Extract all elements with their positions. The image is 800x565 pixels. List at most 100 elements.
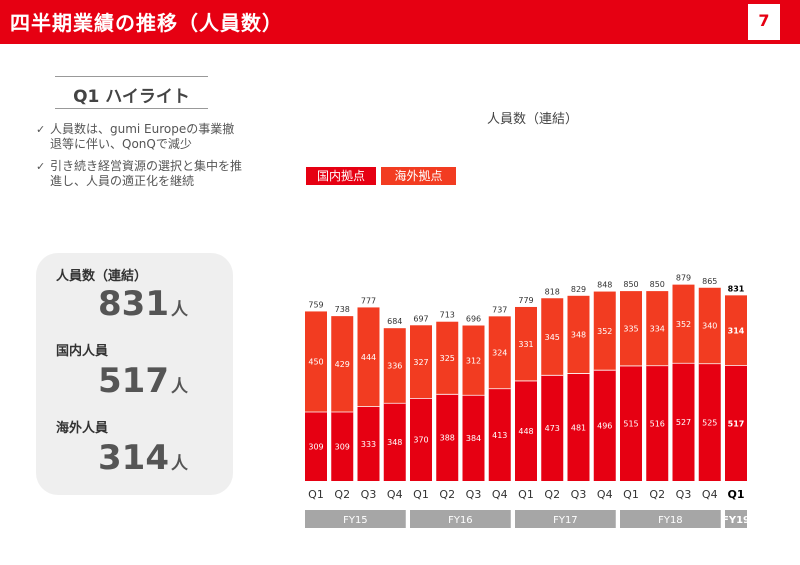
highlight-bullet: ✓ 引き続き経営資源の選択と集中を推進し、人員の適正化を継続 — [36, 159, 246, 189]
data-label-total: 850 — [650, 280, 665, 289]
bullet-text: 人員数は、gumi Europeの事業撤退等に伴い、QonQで減少 — [50, 122, 235, 151]
data-label-total: 829 — [571, 285, 586, 294]
x-tick-label: Q1 — [727, 488, 744, 501]
header-bar: 四半期業績の推移（人員数） 7 — [0, 0, 800, 44]
bar-overseas — [488, 316, 511, 389]
data-label-overseas: 324 — [492, 349, 507, 358]
legend-domestic: 国内拠点 — [306, 167, 376, 185]
checkmark-icon: ✓ — [36, 123, 46, 136]
data-label-domestic: 333 — [361, 440, 376, 449]
data-label-overseas: 348 — [571, 331, 586, 340]
x-tick-label: Q1 — [308, 488, 324, 501]
x-tick-label: Q3 — [571, 488, 587, 501]
bar-domestic — [357, 406, 380, 481]
data-label-total: 865 — [702, 277, 717, 286]
data-label-total: 738 — [335, 305, 350, 314]
data-label-overseas: 340 — [702, 322, 717, 331]
bar-overseas — [541, 298, 564, 376]
data-label-domestic: 309 — [335, 442, 350, 451]
data-label-domestic: 517 — [728, 419, 745, 428]
summary-panel: 人員数（連結） 831 人 国内人員 517 人 海外人員 314 人 — [36, 253, 233, 495]
bar-domestic — [305, 411, 327, 481]
overseas-unit: 人 — [170, 454, 188, 474]
data-label-total: 759 — [308, 300, 323, 309]
data-label-domestic: 515 — [623, 419, 638, 428]
bar-domestic — [646, 365, 669, 481]
bar-domestic — [567, 373, 590, 481]
bar-overseas — [383, 328, 406, 404]
data-label-domestic: 388 — [440, 434, 455, 443]
bar-overseas — [646, 291, 669, 366]
bar-domestic — [515, 380, 537, 481]
data-label-total: 697 — [413, 314, 428, 323]
x-tick-label: Q1 — [518, 488, 534, 501]
bar-overseas — [725, 295, 747, 366]
data-label-domestic: 496 — [597, 422, 612, 431]
fiscal-year-band — [305, 510, 406, 528]
legend-overseas: 海外拠点 — [381, 167, 456, 185]
data-label-total: 777 — [361, 296, 376, 305]
highlight-heading-box: Q1 ハイライト — [55, 76, 208, 109]
data-label-overseas: 429 — [335, 360, 350, 369]
bar-overseas — [462, 325, 485, 396]
highlight-bullet-list: ✓ 人員数は、gumi Europeの事業撤退等に伴い、QonQで減少 ✓ 引き続き… — [36, 122, 246, 196]
domestic-value: 517 — [98, 361, 169, 401]
x-tick-label: Q4 — [492, 488, 508, 501]
fiscal-year-label: FY16 — [448, 515, 473, 526]
total-value: 831 — [98, 284, 169, 324]
data-label-domestic: 448 — [518, 427, 533, 436]
highlight-title: Q1 ハイライト — [73, 87, 190, 107]
x-tick-label: Q1 — [413, 488, 429, 501]
bar-overseas — [567, 295, 590, 374]
bar-domestic — [383, 403, 406, 481]
bullet-text: 引き続き経営資源の選択と集中を推進し、人員の適正化を継続 — [50, 159, 243, 188]
page-number-box: 7 — [748, 4, 780, 40]
total-value-row: 831 人 — [98, 284, 188, 324]
data-label-total: 831 — [728, 284, 745, 293]
x-tick-label: Q3 — [676, 488, 692, 501]
data-label-total: 684 — [387, 317, 402, 326]
overseas-value: 314 — [98, 438, 169, 478]
domestic-label: 国内人員 — [56, 344, 109, 359]
x-tick-label: Q2 — [439, 488, 455, 501]
data-label-overseas: 336 — [387, 362, 402, 371]
bar-overseas — [436, 321, 459, 395]
data-label-overseas: 312 — [466, 356, 481, 365]
bar-domestic — [541, 375, 564, 481]
data-label-domestic: 516 — [650, 419, 665, 428]
data-label-total: 713 — [440, 311, 455, 320]
bar-overseas — [357, 307, 380, 407]
data-label-overseas: 444 — [361, 353, 376, 362]
bar-domestic — [331, 411, 354, 481]
x-tick-label: Q3 — [466, 488, 482, 501]
data-label-overseas: 345 — [545, 333, 560, 342]
fiscal-year-label: FY19 — [722, 515, 750, 526]
data-label-overseas: 450 — [308, 358, 323, 367]
overseas-value-row: 314 人 — [98, 438, 188, 478]
data-label-total: 779 — [518, 296, 533, 305]
data-label-overseas: 352 — [597, 327, 612, 336]
data-label-domestic: 348 — [387, 438, 402, 447]
bar-overseas — [593, 291, 616, 371]
bar-domestic — [410, 398, 432, 481]
overseas-label: 海外人員 — [56, 421, 109, 436]
fiscal-year-label: FY17 — [553, 515, 578, 526]
bar-domestic — [698, 363, 721, 481]
x-tick-label: Q4 — [387, 488, 403, 501]
page-number: 7 — [758, 11, 770, 30]
page-title: 四半期業績の推移（人員数） — [10, 11, 283, 35]
x-tick-label: Q1 — [623, 488, 639, 501]
data-label-domestic: 370 — [413, 436, 428, 445]
data-label-overseas: 352 — [676, 320, 691, 329]
fiscal-year-band — [725, 510, 747, 528]
bar-overseas — [672, 284, 695, 364]
data-label-overseas: 314 — [728, 326, 745, 335]
bar-domestic — [593, 370, 616, 481]
fiscal-year-band — [410, 510, 511, 528]
data-label-domestic: 473 — [545, 424, 560, 433]
chart-title: 人員数（連結） — [487, 112, 579, 127]
bar-domestic — [620, 365, 642, 481]
bar-domestic — [436, 394, 459, 481]
bar-overseas — [331, 316, 354, 412]
